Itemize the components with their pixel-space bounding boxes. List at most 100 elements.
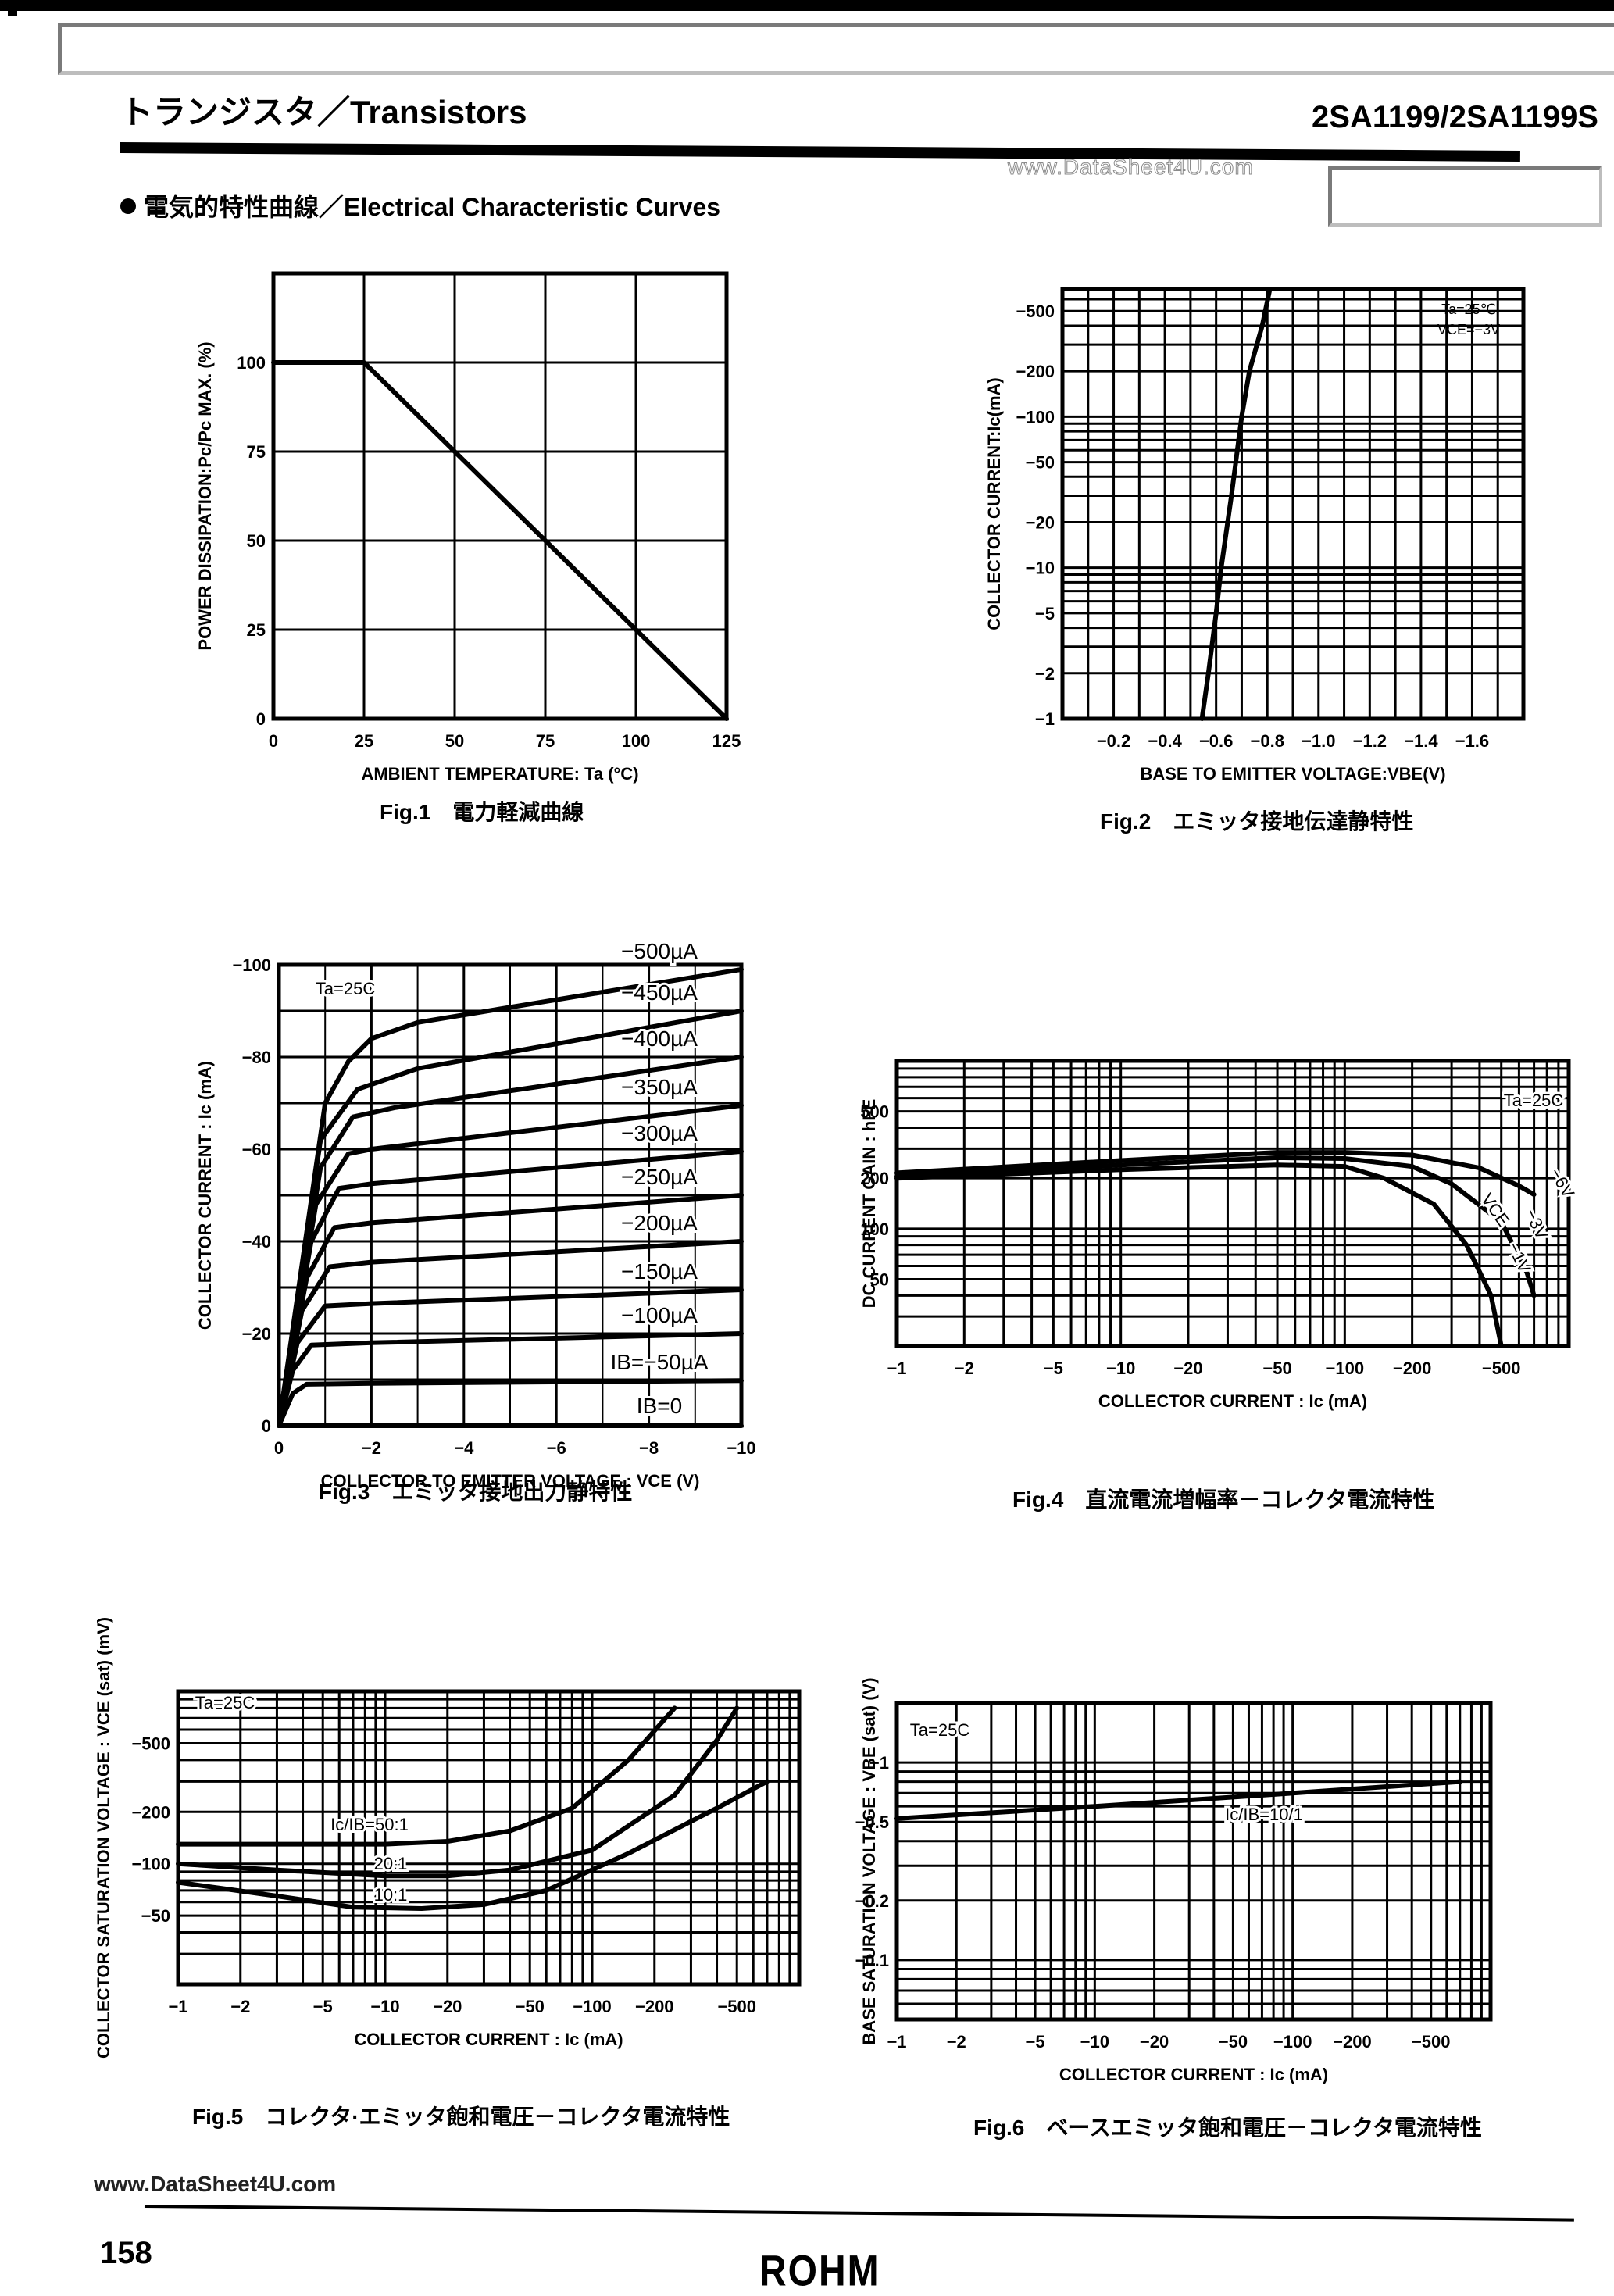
x-axis-label: COLLECTOR CURRENT : Ic (mA) xyxy=(1098,1391,1367,1411)
svg-text:−1.2: −1.2 xyxy=(1353,731,1387,751)
svg-text:−0.4: −0.4 xyxy=(1148,731,1182,751)
fig4-svg: −1 −2 −5 −10 −20 −50 −100 −200 −500 50 100 200 500 CO… xyxy=(859,1059,1580,1411)
svg-text:−50: −50 xyxy=(1026,453,1055,473)
svg-text:−20: −20 xyxy=(1026,512,1055,532)
chart-fig4-hfe: −1 −2 −5 −10 −20 −50 −100 −200 −500 50 100 200 500 CO… xyxy=(859,1039,1580,1449)
svg-text:−10: −10 xyxy=(1026,559,1055,578)
chart-fig3-output: 0 −2 −4 −6 −8 −10 0 −20 −40 −60 −80 −100 COLLECTOR T… xyxy=(195,937,758,1496)
caption-fig5: Fig.5 コレクタ·エミッタ飽和電圧－コレクタ電流特性 xyxy=(192,2105,730,2129)
footer-url[interactable]: www.DataSheet4U.com xyxy=(94,2172,337,2196)
svg-text:−400µA: −400µA xyxy=(621,1027,698,1051)
svg-text:−200: −200 xyxy=(1393,1359,1432,1378)
svg-text:−4: −4 xyxy=(454,1438,474,1458)
series-line xyxy=(1199,287,1273,721)
svg-text:−1: −1 xyxy=(887,2032,906,2051)
svg-text:−200: −200 xyxy=(1333,2032,1372,2051)
svg-text:−200: −200 xyxy=(635,1997,674,2016)
svg-text:−50: −50 xyxy=(516,1997,545,2016)
part-number: 2SA1199/2SA1199S xyxy=(1312,100,1598,134)
grid-lines xyxy=(177,1690,801,1986)
y-axis-label: COLLECTOR CURRENT : Ic (mA) xyxy=(195,1061,215,1330)
svg-text:−100: −100 xyxy=(1016,407,1055,427)
svg-text:20:1: 20:1 xyxy=(374,1854,408,1873)
svg-text:−20: −20 xyxy=(433,1997,462,2016)
header-frame xyxy=(58,23,1614,75)
plot-frame xyxy=(1060,287,1526,721)
svg-text:−200µA: −200µA xyxy=(621,1211,698,1235)
fig2-svg: −0.2 −0.4 −0.6 −0.8 −1.0 −1.2 −1.4 −1.6 −1 −2 −5 −1… xyxy=(984,287,1526,784)
svg-text:100: 100 xyxy=(237,353,266,373)
x-axis-label: AMBIENT TEMPERATURE: Ta (°C) xyxy=(361,764,638,784)
svg-text:−0.2: −0.2 xyxy=(855,1891,889,1911)
chart-fig1-power-derating: 0 25 50 75 100 125 0 25 50 75 100 AMBIENT TEMPERATU… xyxy=(195,266,789,801)
series-line xyxy=(277,1378,744,1428)
svg-text:100: 100 xyxy=(622,731,651,751)
chart-fig2-transfer: −0.2 −0.4 −0.6 −0.8 −1.0 −1.2 −1.4 −1.6 −1 −2 −5 −1… xyxy=(984,273,1547,784)
series-line xyxy=(271,360,729,721)
svg-text:−5: −5 xyxy=(1044,1359,1063,1378)
y-axis-label: DC CURRENT GAIN : hFE xyxy=(859,1099,879,1309)
svg-text:Ic/IB=10/1: Ic/IB=10/1 xyxy=(1225,1805,1303,1824)
svg-text:−2: −2 xyxy=(955,1359,974,1378)
svg-text:−0.6: −0.6 xyxy=(1199,731,1233,751)
svg-text:−80: −80 xyxy=(242,1048,271,1067)
svg-text:−100: −100 xyxy=(573,1997,612,2016)
svg-text:−100: −100 xyxy=(131,1855,170,1874)
svg-text:−500: −500 xyxy=(717,1997,756,2016)
svg-text:−6V: −6V xyxy=(1546,1165,1579,1202)
svg-text:25: 25 xyxy=(355,731,373,751)
svg-text:−100: −100 xyxy=(232,955,271,975)
bullet-icon xyxy=(120,198,136,214)
footer-rule xyxy=(144,2205,1574,2222)
header-rule xyxy=(120,142,1520,162)
category-title: トランジスタ／Transistors xyxy=(120,94,527,130)
svg-text:−5: −5 xyxy=(1026,2032,1045,2051)
svg-text:Ta=25C: Ta=25C xyxy=(910,1720,970,1740)
svg-text:0: 0 xyxy=(262,1416,271,1436)
series-line xyxy=(894,1155,1537,1298)
svg-text:200: 200 xyxy=(860,1169,889,1188)
top-border-bar xyxy=(0,0,1614,11)
grid-lines xyxy=(895,1701,1492,2021)
svg-text:−200: −200 xyxy=(1016,362,1055,381)
svg-text:−1.0: −1.0 xyxy=(1302,731,1335,751)
plot-frame xyxy=(176,1689,802,1987)
svg-text:75: 75 xyxy=(536,731,555,751)
svg-text:−5: −5 xyxy=(313,1997,333,2016)
svg-text:−10: −10 xyxy=(727,1438,755,1458)
side-frame xyxy=(1328,166,1602,227)
section-heading: 電気的特性曲線／Electrical Characteristic Curves xyxy=(120,187,720,223)
svg-text:50: 50 xyxy=(870,1270,889,1290)
svg-text:−8: −8 xyxy=(639,1438,659,1458)
x-axis-label: COLLECTOR TO EMITTER VOLTAGE : VCE (V) xyxy=(321,1471,700,1491)
svg-text:Ta=25℃: Ta=25℃ xyxy=(1441,302,1496,317)
svg-text:−1.6: −1.6 xyxy=(1455,731,1489,751)
svg-text:−10: −10 xyxy=(1080,2032,1109,2051)
svg-text:−1.4: −1.4 xyxy=(1404,731,1438,751)
y-axis-label: BASE SATURATION VOLTAGE : VBE (sat) (V) xyxy=(859,1677,879,2044)
svg-text:−2: −2 xyxy=(362,1438,381,1458)
section-title: 電気的特性曲線／Electrical Characteristic Curves xyxy=(144,193,721,221)
svg-text:−1: −1 xyxy=(869,1753,889,1773)
svg-text:50: 50 xyxy=(445,731,464,751)
plot-frame xyxy=(894,1701,1493,2022)
svg-text:−350µA: −350µA xyxy=(621,1075,698,1099)
svg-text:50: 50 xyxy=(247,531,266,551)
svg-text:−2: −2 xyxy=(947,2032,966,2051)
svg-text:−40: −40 xyxy=(242,1232,271,1252)
series-line xyxy=(176,1705,677,1847)
svg-text:−20: −20 xyxy=(1173,1359,1202,1378)
svg-text:VCE=−3V: VCE=−3V xyxy=(1437,322,1500,337)
svg-text:−250µA: −250µA xyxy=(621,1165,698,1189)
svg-text:−500: −500 xyxy=(131,1734,170,1753)
svg-text:−1: −1 xyxy=(1035,709,1055,729)
svg-text:−10: −10 xyxy=(370,1997,399,2016)
svg-text:−1: −1 xyxy=(887,1359,906,1378)
series-line xyxy=(894,1162,1504,1348)
watermark-text: www.DataSheet4U.com xyxy=(1008,155,1254,180)
caption-fig4: Fig.4 直流電流増幅率－コレクタ電流特性 xyxy=(1012,1487,1435,1512)
svg-text:−300µA: −300µA xyxy=(621,1121,698,1145)
svg-text:−500µA: −500µA xyxy=(621,939,698,963)
svg-text:Ta=25C: Ta=25C xyxy=(1504,1091,1564,1110)
svg-text:0: 0 xyxy=(269,731,278,751)
